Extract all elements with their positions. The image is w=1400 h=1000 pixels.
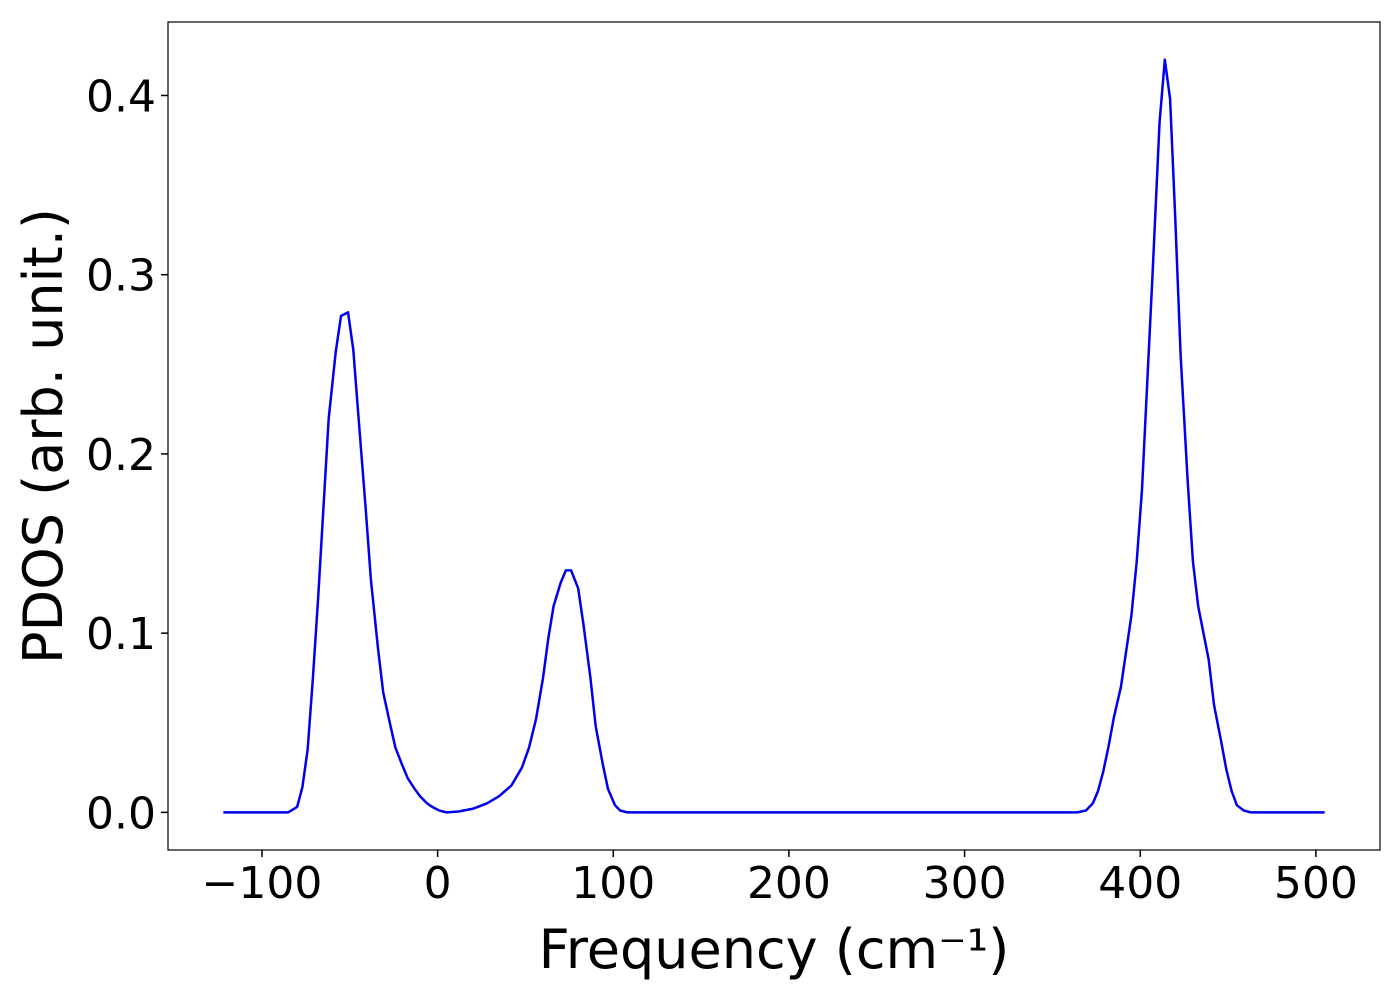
x-tick-label: 0	[424, 858, 452, 909]
x-tick-label: 100	[571, 858, 655, 909]
y-tick-label: 0.0	[86, 788, 156, 839]
x-axis-label: Frequency (cm⁻¹)	[539, 918, 1010, 981]
x-tick-label: 500	[1274, 858, 1358, 909]
y-axis-label: PDOS (arb. unit.)	[12, 208, 75, 664]
y-tick-label: 0.4	[86, 71, 156, 122]
x-tick-label: 400	[1098, 858, 1182, 909]
plot-frame	[167, 21, 1381, 851]
x-tick-label: 200	[747, 858, 831, 909]
x-tick-label: 300	[923, 858, 1007, 909]
x-tick-label: −100	[202, 858, 323, 909]
data-line	[223, 58, 1325, 814]
y-tick-label: 0.2	[86, 430, 156, 481]
y-tick-label: 0.1	[86, 609, 156, 660]
y-tick-label: 0.3	[86, 251, 156, 302]
